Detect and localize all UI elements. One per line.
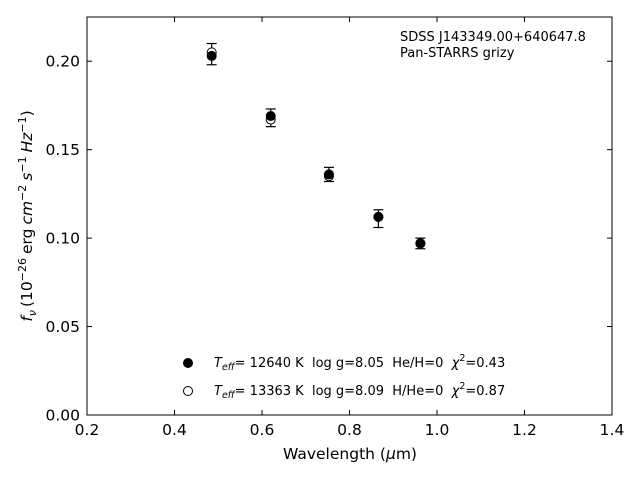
x-tick-label: 0.8 (337, 421, 362, 439)
y-axis-label: fν(10−26ergcm−2s−1Hz−1) (16, 110, 39, 321)
annotation-line-1: SDSS J143349.00+640647.8 (400, 30, 586, 45)
legend-marker-open (183, 386, 193, 396)
y-tick-label: 0.15 (45, 141, 80, 159)
x-axis-label: Wavelength (μm) (283, 445, 417, 463)
model-point-filled (323, 169, 334, 180)
y-tick-label: 0.10 (45, 230, 80, 248)
model-point-filled (373, 211, 384, 222)
legend: Teff= 12640 K log g=8.05 He/H=0 χ2=0.43 … (183, 353, 505, 401)
x-tick-label: 1.0 (425, 421, 450, 439)
y-tick-label: 0.00 (45, 407, 80, 425)
model-point-filled (415, 238, 426, 249)
y-axis-ticks: 0.00 0.05 0.10 0.15 0.20 (45, 53, 612, 425)
plot-frame (86, 16, 613, 416)
x-axis-ticks: 0.2 0.4 0.6 0.8 1.0 1.2 1.4 (75, 17, 625, 439)
x-tick-label: 1.2 (512, 421, 537, 439)
y-tick-label: 0.05 (45, 318, 80, 336)
y-tick-label: 0.20 (45, 53, 80, 71)
x-tick-label: 0.4 (162, 421, 187, 439)
legend-entry-2: Teff= 13363 K log g=8.09 H/He=0 χ2=0.87 (214, 381, 505, 401)
x-tick-label: 0.2 (75, 421, 100, 439)
model-point-filled (265, 111, 276, 122)
model-point-filled (206, 50, 217, 61)
data-points (206, 47, 426, 249)
legend-entry-1: Teff= 12640 K log g=8.05 He/H=0 χ2=0.43 (214, 353, 505, 373)
x-tick-label: 1.4 (600, 421, 625, 439)
legend-marker-filled (183, 358, 193, 368)
annotation-line-2: Pan-STARRS grizy (400, 46, 515, 61)
x-tick-label: 0.6 (250, 421, 275, 439)
